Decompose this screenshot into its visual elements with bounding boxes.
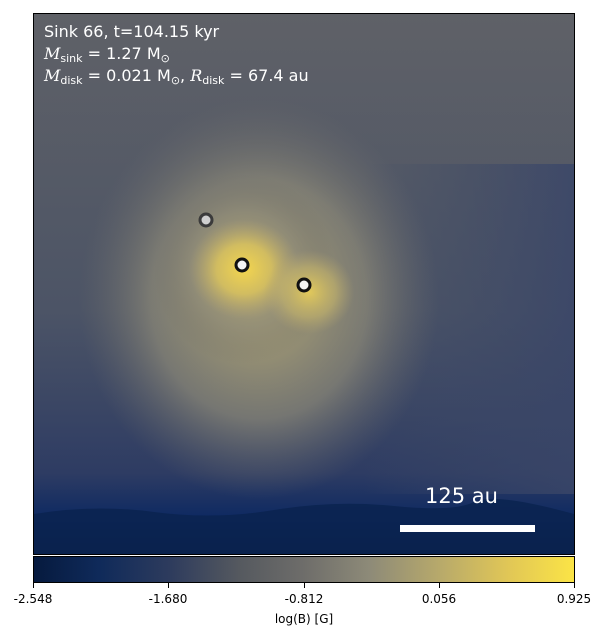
sink-particle-3 <box>296 277 312 293</box>
scalebar-label: 125 au <box>425 484 498 508</box>
colorbar-tick <box>33 583 34 588</box>
colorbar-tick-label: -0.812 <box>284 592 324 606</box>
sink-particle-2 <box>234 257 250 273</box>
colorbar-label: log(B) [G] <box>274 612 334 626</box>
colorbar-tick <box>168 583 169 588</box>
disk-mass-radius: Mdisk = 0.021 M⊙, Rdisk = 67.4 au <box>44 66 309 87</box>
sink-mass: Msink = 1.27 M⊙ <box>44 44 170 65</box>
colorbar-tick-label: 0.056 <box>421 592 457 606</box>
field-image <box>34 14 574 554</box>
colorbar-tick <box>304 583 305 588</box>
sink-particle-1 <box>198 212 214 228</box>
scalebar <box>400 525 535 532</box>
colorbar-tick <box>439 583 440 588</box>
colorbar-tick-label: -2.548 <box>13 592 53 606</box>
colorbar-tick-label: 0.925 <box>556 592 592 606</box>
colorbar-tick <box>574 583 575 588</box>
sink-id-time: Sink 66, t=104.15 kyr <box>44 22 220 41</box>
colorbar <box>33 556 575 583</box>
colorbar-tick-label: -1.680 <box>148 592 188 606</box>
magnetic-field-map: Sink 66, t=104.15 kyr Msink = 1.27 M⊙ Md… <box>33 13 575 555</box>
